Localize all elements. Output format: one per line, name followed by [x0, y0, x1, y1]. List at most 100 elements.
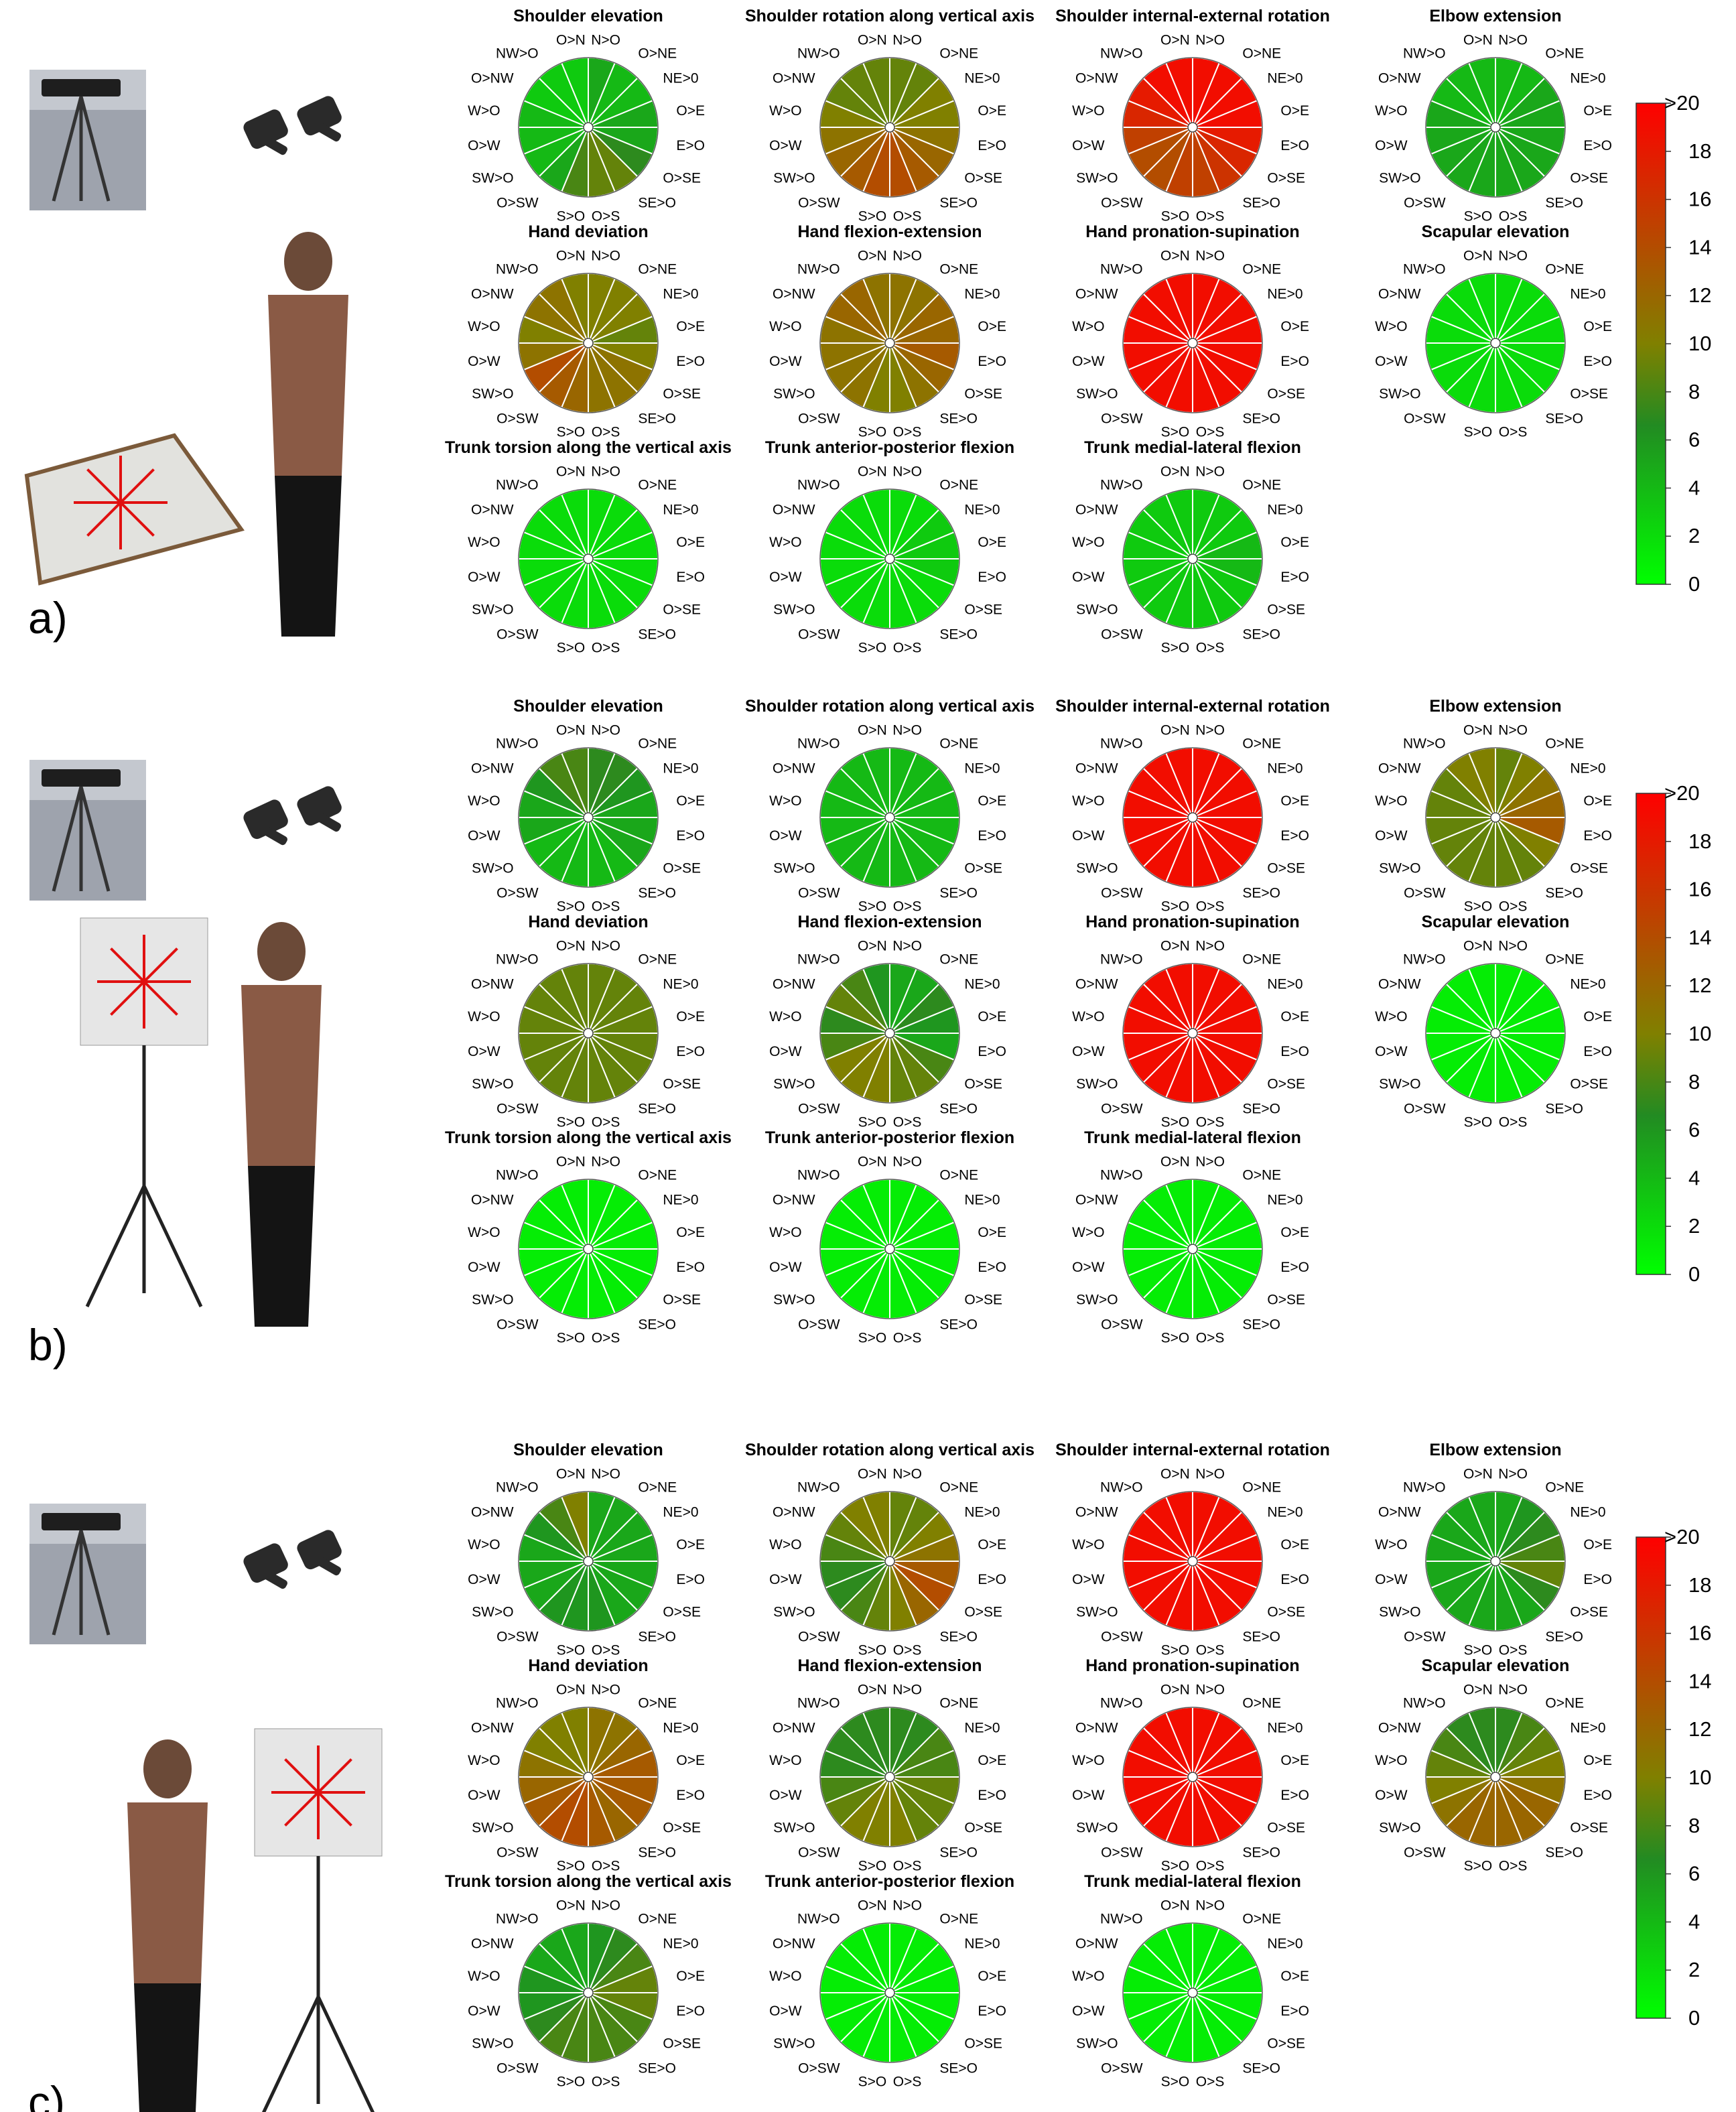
- direction-label: O>SW: [1101, 411, 1143, 426]
- setup-illustration: [24, 70, 348, 637]
- colorbar-tick-label: 16: [1688, 1622, 1711, 1645]
- direction-label: O>NE: [638, 1912, 677, 1927]
- panel-label: c): [28, 2077, 65, 2112]
- direction-label: O>NW: [773, 71, 815, 86]
- chart-title: Shoulder internal-external rotation: [1055, 697, 1330, 716]
- direction-label: O>N: [556, 939, 586, 954]
- direction-label: SW>O: [1379, 170, 1420, 186]
- direction-label: O>SW: [1101, 1101, 1143, 1116]
- polar-chart: Shoulder rotation along vertical axis N>O…: [745, 1441, 1034, 1658]
- direction-label: SW>O: [773, 386, 815, 401]
- direction-label: O>W: [1375, 1044, 1408, 1059]
- direction-label: O>W: [1072, 354, 1105, 369]
- polar-chart: Shoulder rotation along vertical axis N>O…: [745, 697, 1034, 914]
- direction-label: O>W: [1375, 138, 1408, 153]
- chart-outline: [518, 1707, 659, 1847]
- direction-label: S>O: [858, 424, 887, 440]
- center-dot: [884, 338, 895, 348]
- direction-label: W>O: [1375, 103, 1407, 119]
- chart-title: Hand deviation: [528, 913, 648, 931]
- direction-label: NE>0: [663, 503, 698, 518]
- chart-title: Hand deviation: [528, 1656, 648, 1675]
- direction-label: O>S: [1499, 424, 1528, 440]
- direction-label: O>E: [978, 535, 1006, 550]
- direction-label: O>S: [893, 424, 922, 440]
- direction-label: NW>O: [496, 952, 539, 968]
- direction-label: E>O: [1583, 1572, 1612, 1587]
- direction-label: S>O: [557, 1114, 586, 1130]
- direction-label: O>NW: [471, 1505, 514, 1520]
- chart-outline: [518, 747, 659, 888]
- chart-outline: [1122, 273, 1263, 413]
- direction-label: O>S: [1196, 208, 1225, 224]
- direction-label: O>E: [1583, 1537, 1612, 1553]
- panel-2: Shoulder elevationN>OO>NENE>0O>EE>OO>SES…: [445, 697, 1612, 1345]
- chart-outline: [819, 1922, 960, 2063]
- chart-title: Scapular elevation: [1422, 222, 1570, 241]
- direction-label: O>N: [1463, 1682, 1493, 1698]
- chart-outline: [1425, 57, 1566, 198]
- direction-label: O>SW: [1101, 195, 1143, 210]
- polar-chart: Trunk medial-lateral flexion N>O O>NE NE>0 O…: [1072, 438, 1309, 655]
- direction-label: O>S: [893, 2074, 922, 2089]
- chart-title: Trunk anterior-posterior flexion: [765, 1128, 1014, 1147]
- direction-label: O>E: [676, 1753, 705, 1768]
- direction-label: O>SE: [1267, 2036, 1305, 2051]
- direction-label: E>O: [978, 1044, 1006, 1059]
- direction-label: O>E: [676, 1225, 705, 1240]
- direction-label: NE>0: [964, 1193, 1000, 1208]
- direction-label: SW>O: [1076, 1292, 1118, 1307]
- colorbar-gradient: [1635, 793, 1666, 1275]
- direction-label: NE>0: [1267, 761, 1303, 777]
- center-dot: [1187, 553, 1198, 564]
- direction-label: SW>O: [472, 602, 513, 617]
- chart-title: Scapular elevation: [1422, 1656, 1570, 1675]
- direction-label: W>O: [1375, 319, 1407, 334]
- direction-label: O>N: [858, 33, 887, 48]
- center-dot: [884, 1028, 895, 1039]
- chart-outline: [1425, 273, 1566, 413]
- direction-label: O>S: [893, 208, 922, 224]
- direction-label: O>E: [1583, 103, 1612, 119]
- direction-label: SE>O: [1242, 1317, 1280, 1332]
- direction-label: O>E: [1280, 1753, 1309, 1768]
- colorbar: 0 2 4 6 8 10 12 14 16 18 >20: [1635, 91, 1711, 596]
- direction-label: O>SW: [496, 2060, 539, 2076]
- polar-chart: Trunk medial-lateral flexion N>O O>NE NE>0 O…: [1072, 1128, 1309, 1345]
- direction-label: O>S: [1196, 424, 1225, 440]
- polar-chart: Hand pronation-supination N>O O>NE NE>0 O>E E…: [1072, 913, 1309, 1130]
- direction-label: S>O: [1161, 1858, 1190, 1873]
- direction-label: O>E: [978, 319, 1006, 334]
- direction-label: O>S: [592, 1858, 620, 1873]
- direction-label: O>N: [1463, 723, 1493, 738]
- direction-label: W>O: [468, 1537, 500, 1553]
- direction-label: N>O: [892, 33, 922, 48]
- colorbar-tick-label: 4: [1688, 476, 1700, 499]
- direction-label: NE>0: [1267, 1936, 1303, 1952]
- direction-label: W>O: [1072, 1537, 1104, 1553]
- direction-label: O>N: [556, 1467, 586, 1482]
- direction-label: NW>O: [1100, 736, 1143, 752]
- direction-label: O>N: [1463, 939, 1493, 954]
- colorbar-tick-label: 8: [1688, 380, 1700, 403]
- direction-label: O>S: [592, 1330, 620, 1345]
- direction-label: O>S: [893, 640, 922, 655]
- direction-label: O>E: [676, 319, 705, 334]
- direction-label: O>NW: [773, 287, 815, 302]
- direction-label: O>S: [1196, 1858, 1225, 1873]
- direction-label: W>O: [468, 103, 500, 119]
- direction-label: O>SW: [1101, 1317, 1143, 1332]
- direction-label: NE>0: [1570, 1505, 1605, 1520]
- direction-label: O>NE: [1242, 262, 1281, 277]
- direction-label: O>SE: [1267, 1076, 1305, 1092]
- direction-label: O>SW: [1404, 411, 1446, 426]
- direction-label: O>NW: [1378, 1505, 1421, 1520]
- direction-label: N>O: [591, 723, 620, 738]
- colorbar-tick-label: 10: [1688, 1766, 1711, 1789]
- chart-outline: [1425, 747, 1566, 888]
- direction-label: NE>0: [964, 1936, 1000, 1952]
- direction-label: O>E: [1280, 1537, 1309, 1553]
- direction-label: N>O: [1498, 249, 1528, 264]
- panel-1: Shoulder elevationN>OO>NENE>0O>EE>OO>SES…: [445, 7, 1612, 655]
- direction-label: O>W: [769, 354, 802, 369]
